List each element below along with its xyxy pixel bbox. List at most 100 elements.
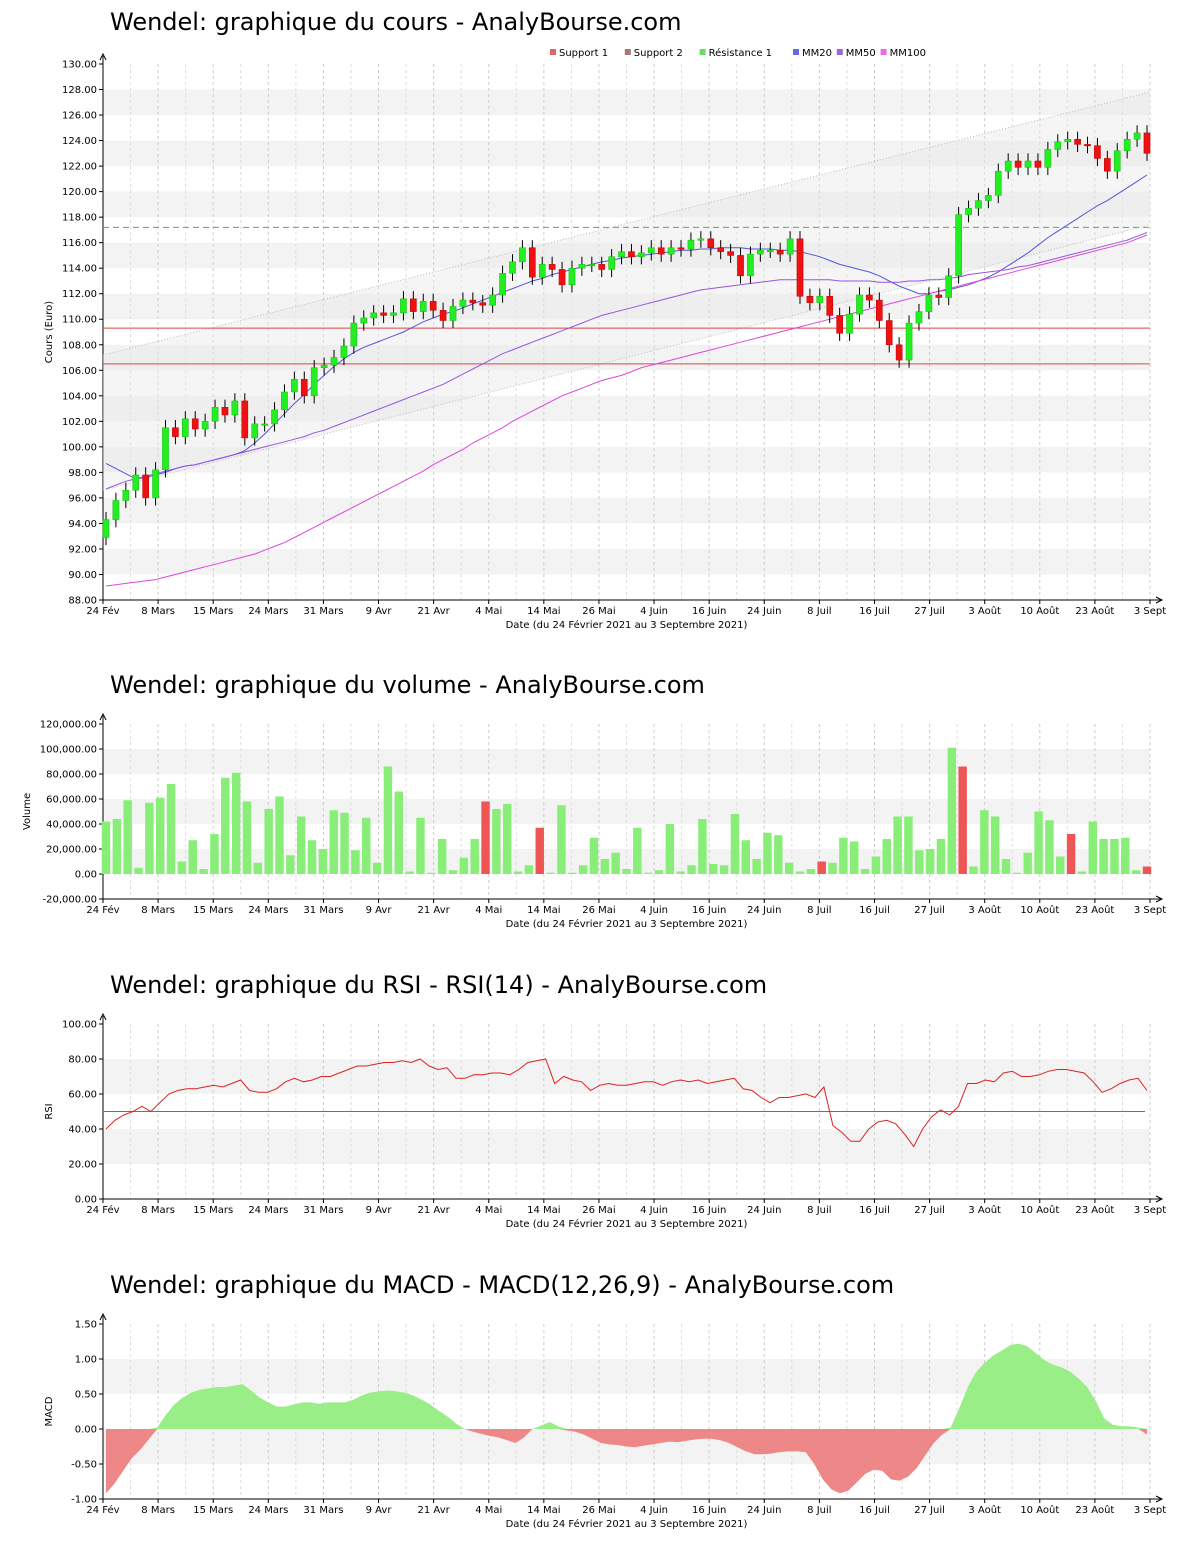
rsi-line bbox=[105, 1058, 1148, 1148]
volume-bar bbox=[1121, 837, 1130, 874]
volume-bar bbox=[134, 867, 143, 874]
price-ytick-label: 118.00 bbox=[62, 213, 97, 224]
candle bbox=[687, 239, 695, 250]
legend-swatch-1 bbox=[624, 49, 631, 55]
volume-bar bbox=[307, 840, 317, 874]
volume-xtick-label: 16 Juin bbox=[692, 905, 726, 916]
price-xtick-label: 31 Mars bbox=[303, 606, 343, 617]
price-xtick-label: 24 Juin bbox=[747, 606, 781, 617]
volume-xaxis-arrow bbox=[1155, 895, 1164, 903]
rsi-xtick-label: 3 Sept bbox=[1134, 1205, 1166, 1216]
rsi-xtick-label: 15 Mars bbox=[193, 1205, 233, 1216]
volume-xtick-label: 9 Avr bbox=[366, 905, 393, 916]
candle bbox=[608, 256, 615, 270]
candle bbox=[895, 344, 903, 361]
volume-xtick-label: 3 Août bbox=[968, 904, 1001, 916]
candle bbox=[211, 407, 219, 422]
volume-xtick-label: 23 Août bbox=[1075, 904, 1114, 916]
macd-ytick-label: -0.50 bbox=[71, 1460, 97, 1471]
candle bbox=[558, 269, 566, 286]
volume-bar bbox=[839, 837, 848, 874]
volume-bar bbox=[958, 766, 967, 874]
rsi-ytick-label: 60.00 bbox=[68, 1090, 97, 1101]
volume-bar bbox=[719, 865, 729, 874]
rsi-xtick-label: 21 Avr bbox=[418, 1205, 451, 1216]
candle bbox=[885, 320, 893, 346]
macd-xtick-label: 21 Avr bbox=[418, 1505, 451, 1516]
candle bbox=[241, 400, 249, 439]
volume-xtick-label: 24 Fév bbox=[86, 904, 119, 916]
price-ytick-label: 124.00 bbox=[62, 136, 97, 147]
candle bbox=[1123, 139, 1131, 152]
candle bbox=[390, 312, 397, 316]
ma-line-mm20 bbox=[105, 174, 1148, 480]
macd-xtick-label: 16 Juin bbox=[692, 1505, 726, 1516]
volume-bar bbox=[394, 791, 403, 874]
volume-ylabel: Volume bbox=[22, 793, 33, 830]
candle bbox=[449, 306, 457, 321]
candle bbox=[836, 315, 843, 334]
volume-bar bbox=[774, 835, 783, 874]
volume-xtick-label: 8 Juil bbox=[807, 905, 831, 916]
rsi-xtick-label: 27 Juil bbox=[914, 1205, 945, 1216]
macd-xtick-label: 24 Juin bbox=[747, 1505, 781, 1516]
volume-bar bbox=[676, 871, 685, 874]
price-ytick-label: 112.00 bbox=[62, 289, 97, 300]
volume-bar bbox=[242, 801, 252, 874]
volume-ytick-label: 120,000.00 bbox=[40, 720, 97, 731]
volume-ytick-label: 80,000.00 bbox=[46, 770, 97, 781]
macd-xtick-label: 24 Mars bbox=[248, 1505, 288, 1516]
volume-bar bbox=[1142, 866, 1152, 874]
candle bbox=[945, 275, 953, 298]
candle bbox=[757, 250, 764, 255]
volume-bar bbox=[860, 869, 870, 874]
macd-xtick-label: 26 Mai bbox=[582, 1505, 615, 1516]
macd-ytick-label: 0.50 bbox=[75, 1390, 97, 1401]
candle bbox=[182, 418, 189, 437]
candle bbox=[1044, 149, 1052, 168]
price-xlabel: Date (du 24 Février 2021 au 3 Septembre … bbox=[506, 619, 748, 631]
volume-bar bbox=[383, 766, 393, 874]
volume-bar bbox=[1110, 839, 1119, 874]
macd-xtick-label: 10 Août bbox=[1020, 1504, 1059, 1516]
candle bbox=[667, 247, 675, 255]
volume-bar bbox=[231, 772, 241, 874]
macd-xlabel: Date (du 24 Février 2021 au 3 Septembre … bbox=[506, 1518, 748, 1530]
candle bbox=[330, 357, 338, 366]
candle bbox=[994, 170, 1002, 196]
candle bbox=[816, 296, 824, 303]
candle bbox=[142, 474, 149, 499]
candle bbox=[638, 252, 645, 257]
candle bbox=[876, 299, 883, 321]
volume-bar bbox=[947, 747, 957, 874]
macd-xtick-label: 31 Mars bbox=[303, 1505, 343, 1516]
price-xtick-label: 16 Juil bbox=[859, 606, 890, 617]
candle bbox=[677, 247, 685, 250]
volume-xlabel: Date (du 24 Février 2021 au 3 Septembre … bbox=[506, 918, 748, 930]
candle bbox=[489, 294, 496, 306]
price-ytick-label: 92.00 bbox=[68, 544, 97, 555]
volume-bar bbox=[990, 816, 1000, 874]
volume-bar bbox=[340, 812, 349, 874]
rsi-xtick-label: 9 Avr bbox=[366, 1205, 393, 1216]
rsi-chart-title: Wendel: graphique du RSI - RSI(14) - Ana… bbox=[110, 971, 768, 999]
candle bbox=[419, 301, 427, 312]
candle bbox=[1094, 145, 1101, 159]
candle bbox=[459, 299, 467, 307]
candle bbox=[132, 474, 140, 491]
volume-bar bbox=[286, 855, 295, 874]
candle bbox=[618, 251, 625, 257]
candle bbox=[657, 247, 665, 255]
volume-bar bbox=[600, 859, 610, 874]
volume-bar bbox=[969, 866, 978, 874]
candle bbox=[975, 200, 982, 209]
volume-xtick-label: 15 Mars bbox=[193, 905, 233, 916]
rsi-ytick-label: 40.00 bbox=[68, 1125, 97, 1136]
candle bbox=[578, 264, 586, 269]
volume-bar bbox=[427, 872, 436, 874]
macd-ytick-label: -1.00 bbox=[71, 1495, 97, 1506]
rsi-xtick-label: 24 Juin bbox=[747, 1205, 781, 1216]
volume-bar bbox=[199, 869, 208, 874]
volume-bar bbox=[1023, 852, 1032, 874]
volume-bar bbox=[1077, 871, 1087, 874]
